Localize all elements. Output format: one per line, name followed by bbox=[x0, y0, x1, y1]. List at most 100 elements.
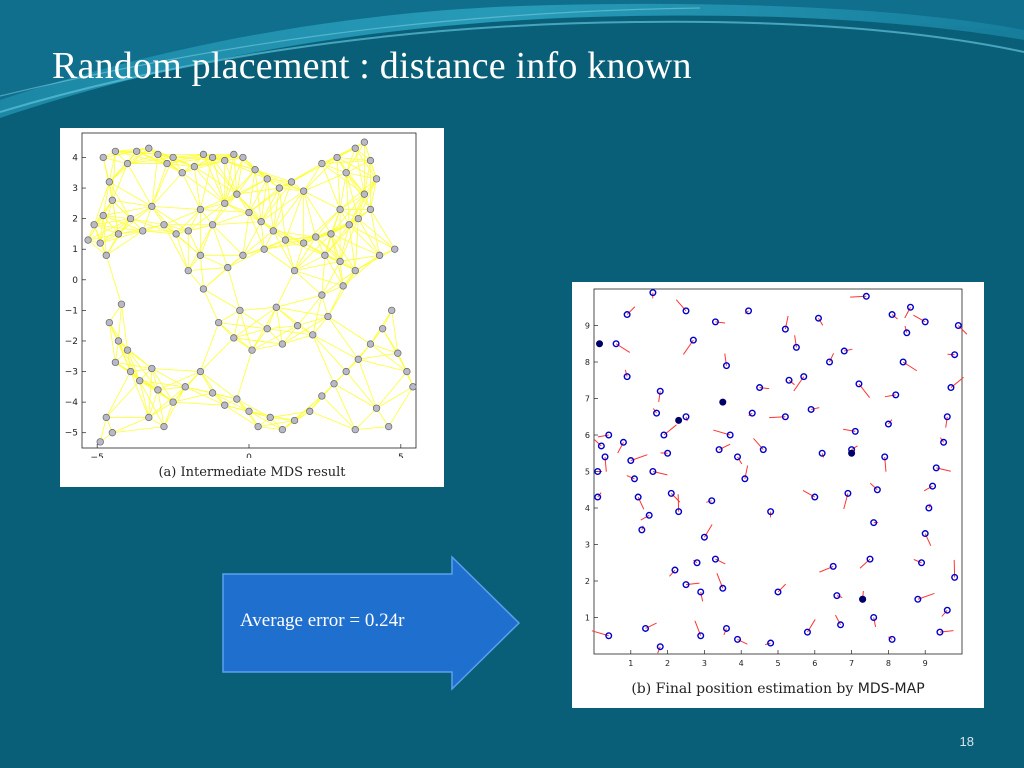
connectivity-edge bbox=[233, 306, 277, 339]
y-tick-label: 4 bbox=[72, 153, 78, 163]
sensor-node bbox=[102, 251, 110, 259]
connectivity-edge bbox=[118, 304, 122, 341]
error-line bbox=[941, 609, 948, 617]
connectivity-edge bbox=[109, 151, 137, 183]
estimated-position bbox=[807, 405, 815, 413]
sensor-node bbox=[214, 318, 223, 327]
sensor-node bbox=[375, 251, 384, 259]
estimated-position bbox=[601, 453, 609, 461]
sensor-node bbox=[199, 285, 208, 293]
connectivity-edge bbox=[151, 368, 159, 391]
sensor-node bbox=[245, 407, 253, 415]
connectivity-edge bbox=[200, 322, 220, 372]
estimated-position bbox=[844, 489, 852, 497]
plot-frame bbox=[81, 132, 417, 449]
connectivity-edge bbox=[233, 337, 253, 351]
sensor-node bbox=[278, 426, 287, 434]
sensor-node bbox=[263, 325, 271, 333]
connectivity-edge bbox=[239, 306, 277, 311]
estimated-position bbox=[682, 581, 690, 589]
connectivity-edge bbox=[264, 242, 304, 250]
connectivity-edge bbox=[224, 169, 256, 204]
sensor-node bbox=[139, 227, 147, 235]
sensor-node bbox=[208, 153, 217, 162]
estimated-position bbox=[693, 559, 701, 567]
sensor-node bbox=[123, 346, 132, 354]
y-tick-label: 7 bbox=[585, 395, 590, 404]
estimated-position bbox=[671, 566, 679, 574]
connectivity-edge bbox=[315, 209, 341, 238]
sensor-node bbox=[221, 156, 229, 165]
connectivity-edge bbox=[312, 334, 347, 372]
sensor-node bbox=[403, 367, 411, 376]
connectivity-edge bbox=[260, 221, 265, 250]
connectivity-edge bbox=[270, 417, 295, 421]
sensor-node bbox=[245, 208, 253, 217]
error-line bbox=[904, 307, 911, 319]
y-tick-label: 1 bbox=[585, 614, 590, 623]
estimated-position bbox=[918, 559, 926, 567]
error-line bbox=[715, 558, 726, 565]
y-tick-label: 2 bbox=[585, 577, 590, 586]
connectivity-edge bbox=[260, 187, 280, 222]
sensor-node bbox=[126, 367, 135, 376]
sensor-node bbox=[281, 236, 290, 244]
error-line bbox=[788, 379, 795, 386]
connectivity-edge bbox=[267, 325, 298, 330]
sensor-node bbox=[190, 162, 198, 171]
estimated-position bbox=[759, 446, 767, 454]
slide-number: 18 bbox=[959, 734, 974, 749]
connectivity-edge bbox=[294, 242, 305, 271]
connectivity-edge bbox=[118, 340, 131, 372]
connectivity-edge bbox=[200, 371, 238, 400]
estimated-position bbox=[767, 508, 775, 516]
connectivity-edge bbox=[151, 154, 159, 207]
sensor-node bbox=[102, 413, 110, 422]
connectivity-edge bbox=[105, 255, 122, 305]
connectivity-edge bbox=[346, 172, 377, 180]
y-tick-label: 5 bbox=[585, 468, 590, 477]
sensor-node bbox=[333, 153, 341, 162]
y-tick-label: 2 bbox=[72, 215, 78, 225]
estimated-position bbox=[855, 380, 863, 388]
estimated-position bbox=[697, 588, 705, 596]
connectivity-edge bbox=[102, 215, 119, 235]
estimated-position bbox=[734, 635, 742, 643]
sensor-node bbox=[278, 340, 287, 348]
connectivity-edge bbox=[312, 334, 335, 384]
connectivity-edge bbox=[99, 215, 104, 244]
error-line bbox=[658, 391, 661, 403]
connectivity-edge bbox=[130, 371, 150, 418]
estimated-position bbox=[951, 573, 959, 581]
connectivity-edge bbox=[103, 215, 143, 232]
connectivity-edge bbox=[275, 307, 283, 345]
connectivity-edge bbox=[148, 401, 174, 418]
connectivity-edge bbox=[339, 172, 347, 210]
sensor-node bbox=[409, 383, 417, 391]
y-tick-label: 1 bbox=[72, 245, 78, 255]
connectivity-edge bbox=[355, 426, 389, 431]
connectivity-edge bbox=[260, 190, 304, 223]
estimated-position bbox=[597, 442, 605, 450]
sensor-node bbox=[266, 413, 274, 422]
connectivity-edge bbox=[267, 178, 292, 183]
sensor-node bbox=[145, 144, 153, 152]
estimated-position bbox=[756, 384, 764, 392]
connectivity-edge bbox=[242, 230, 274, 256]
connectivity-edge bbox=[94, 224, 119, 235]
connectivity-edge bbox=[315, 236, 356, 271]
connectivity-edge bbox=[127, 147, 150, 164]
connectivity-edge bbox=[151, 206, 165, 225]
y-tick-label: 3 bbox=[72, 184, 78, 194]
caption-b-text: (b) Final position estimation by bbox=[631, 681, 858, 697]
sensor-node bbox=[336, 205, 344, 214]
connectivity-edge bbox=[127, 163, 153, 207]
connectivity-edge bbox=[242, 248, 265, 256]
error-line bbox=[700, 591, 704, 602]
error-line bbox=[913, 314, 926, 323]
connectivity-edge bbox=[130, 218, 177, 235]
connectivity-edge bbox=[224, 202, 250, 213]
connectivity-edge bbox=[251, 325, 298, 351]
final-position-plot: 1 2 3 4 5 6 7 8 9 9 8 7 6 5 4 3 2 1 bbox=[585, 288, 968, 668]
sensor-node bbox=[354, 355, 362, 363]
